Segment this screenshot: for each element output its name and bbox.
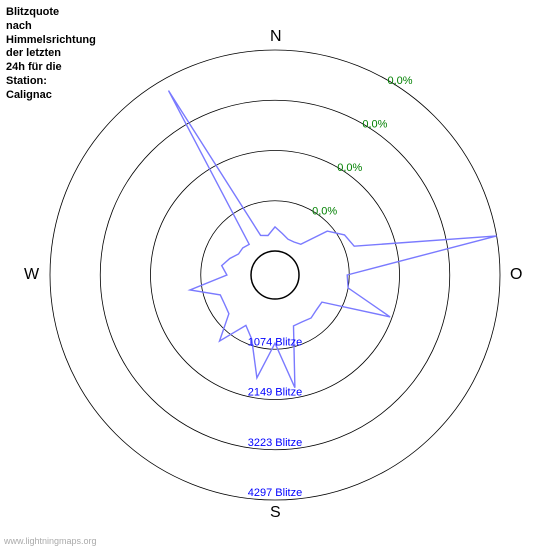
ring-label-upper-3: 0,0% [362,119,387,131]
footer-credit: www.lightningmaps.org [4,536,97,546]
ring-label-lower-2: 2149 Blitze [248,387,302,399]
cardinal-s: S [270,504,281,522]
ring-label-upper-4: 0,0% [388,75,413,87]
cardinal-n: N [270,28,282,46]
ring-label-lower-3: 3223 Blitze [248,437,302,449]
cardinal-e: O [510,266,522,284]
ring-label-upper-2: 0,0% [337,162,362,174]
ring-label-lower-1: 1074 Blitze [248,336,302,348]
ring-label-upper-1: 0,0% [312,206,337,218]
chart-title: Blitzquote nach Himmelsrichtung der letz… [6,6,96,102]
ring-label-lower-4: 4297 Blitze [248,487,302,499]
cardinal-w: W [24,266,39,284]
